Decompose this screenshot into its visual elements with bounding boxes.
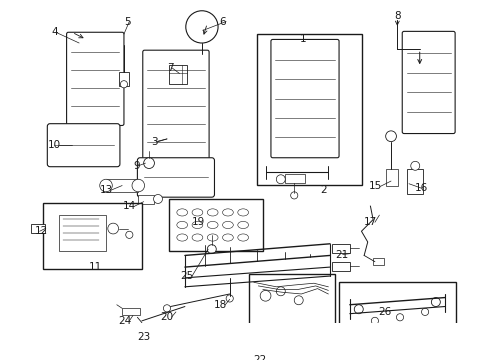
Text: 1: 1 (299, 35, 306, 44)
Circle shape (143, 158, 154, 168)
Circle shape (385, 131, 396, 141)
Circle shape (125, 231, 133, 238)
Circle shape (207, 245, 216, 254)
Text: 16: 16 (413, 183, 427, 193)
Text: 10: 10 (48, 140, 61, 150)
Text: 12: 12 (35, 226, 48, 236)
Circle shape (421, 308, 428, 315)
Ellipse shape (177, 221, 187, 229)
Text: 26: 26 (377, 307, 390, 317)
Text: 3: 3 (151, 136, 158, 147)
Text: 15: 15 (368, 181, 381, 192)
Text: 18: 18 (213, 300, 226, 310)
FancyBboxPatch shape (270, 40, 338, 158)
Bar (256, 34, 362, 185)
Circle shape (153, 194, 162, 203)
Text: 9: 9 (133, 161, 140, 171)
Text: 11: 11 (88, 262, 102, 272)
Circle shape (430, 298, 439, 306)
Ellipse shape (207, 234, 218, 241)
Ellipse shape (177, 209, 187, 216)
Text: 13: 13 (100, 185, 113, 195)
Ellipse shape (237, 221, 248, 229)
Circle shape (107, 223, 118, 234)
Circle shape (132, 179, 144, 192)
Text: 19: 19 (191, 217, 204, 227)
Bar (331, 244, 349, 253)
Bar (31, 224, 45, 233)
Circle shape (120, 81, 127, 88)
Bar (331, 262, 349, 271)
Text: 7: 7 (167, 63, 174, 73)
Ellipse shape (207, 209, 218, 216)
Bar (118, 72, 129, 86)
Circle shape (163, 305, 170, 312)
FancyBboxPatch shape (142, 50, 209, 161)
FancyBboxPatch shape (66, 32, 123, 126)
Text: 8: 8 (393, 11, 400, 21)
Circle shape (396, 314, 403, 321)
Text: 5: 5 (124, 17, 131, 27)
Bar (338, 282, 455, 332)
FancyBboxPatch shape (402, 31, 454, 134)
Bar (407, 168, 423, 194)
Circle shape (294, 296, 303, 305)
Text: 17: 17 (363, 217, 376, 227)
Text: 25: 25 (180, 271, 193, 281)
Bar (249, 274, 334, 330)
Circle shape (260, 291, 270, 301)
Bar (122, 308, 140, 315)
Text: 23: 23 (137, 332, 150, 342)
Ellipse shape (222, 234, 233, 241)
Bar (385, 168, 397, 186)
Circle shape (276, 175, 285, 184)
Text: 21: 21 (335, 249, 348, 260)
Circle shape (370, 317, 378, 324)
Ellipse shape (237, 234, 248, 241)
Bar (60, 215, 106, 251)
FancyBboxPatch shape (137, 158, 214, 197)
Circle shape (354, 305, 363, 314)
Bar (168, 199, 263, 251)
FancyBboxPatch shape (47, 124, 120, 167)
Ellipse shape (207, 221, 218, 229)
Bar (138, 195, 154, 204)
Text: 20: 20 (160, 312, 173, 322)
Circle shape (290, 192, 297, 199)
Bar (168, 64, 186, 84)
Bar (43, 203, 142, 269)
Circle shape (276, 287, 285, 296)
Circle shape (410, 161, 419, 170)
Ellipse shape (192, 209, 203, 216)
Text: 14: 14 (123, 201, 136, 211)
Ellipse shape (192, 221, 203, 229)
Bar (372, 258, 383, 265)
Circle shape (225, 295, 233, 302)
Ellipse shape (237, 209, 248, 216)
Text: 2: 2 (320, 185, 326, 195)
Text: 22: 22 (253, 355, 266, 360)
Circle shape (100, 179, 112, 192)
Ellipse shape (192, 234, 203, 241)
Circle shape (185, 11, 218, 43)
Bar (106, 179, 138, 192)
Text: 4: 4 (51, 27, 58, 37)
Bar (285, 174, 305, 183)
Ellipse shape (177, 234, 187, 241)
Text: 24: 24 (118, 316, 131, 326)
Ellipse shape (222, 209, 233, 216)
Text: 6: 6 (219, 17, 225, 27)
Ellipse shape (222, 221, 233, 229)
